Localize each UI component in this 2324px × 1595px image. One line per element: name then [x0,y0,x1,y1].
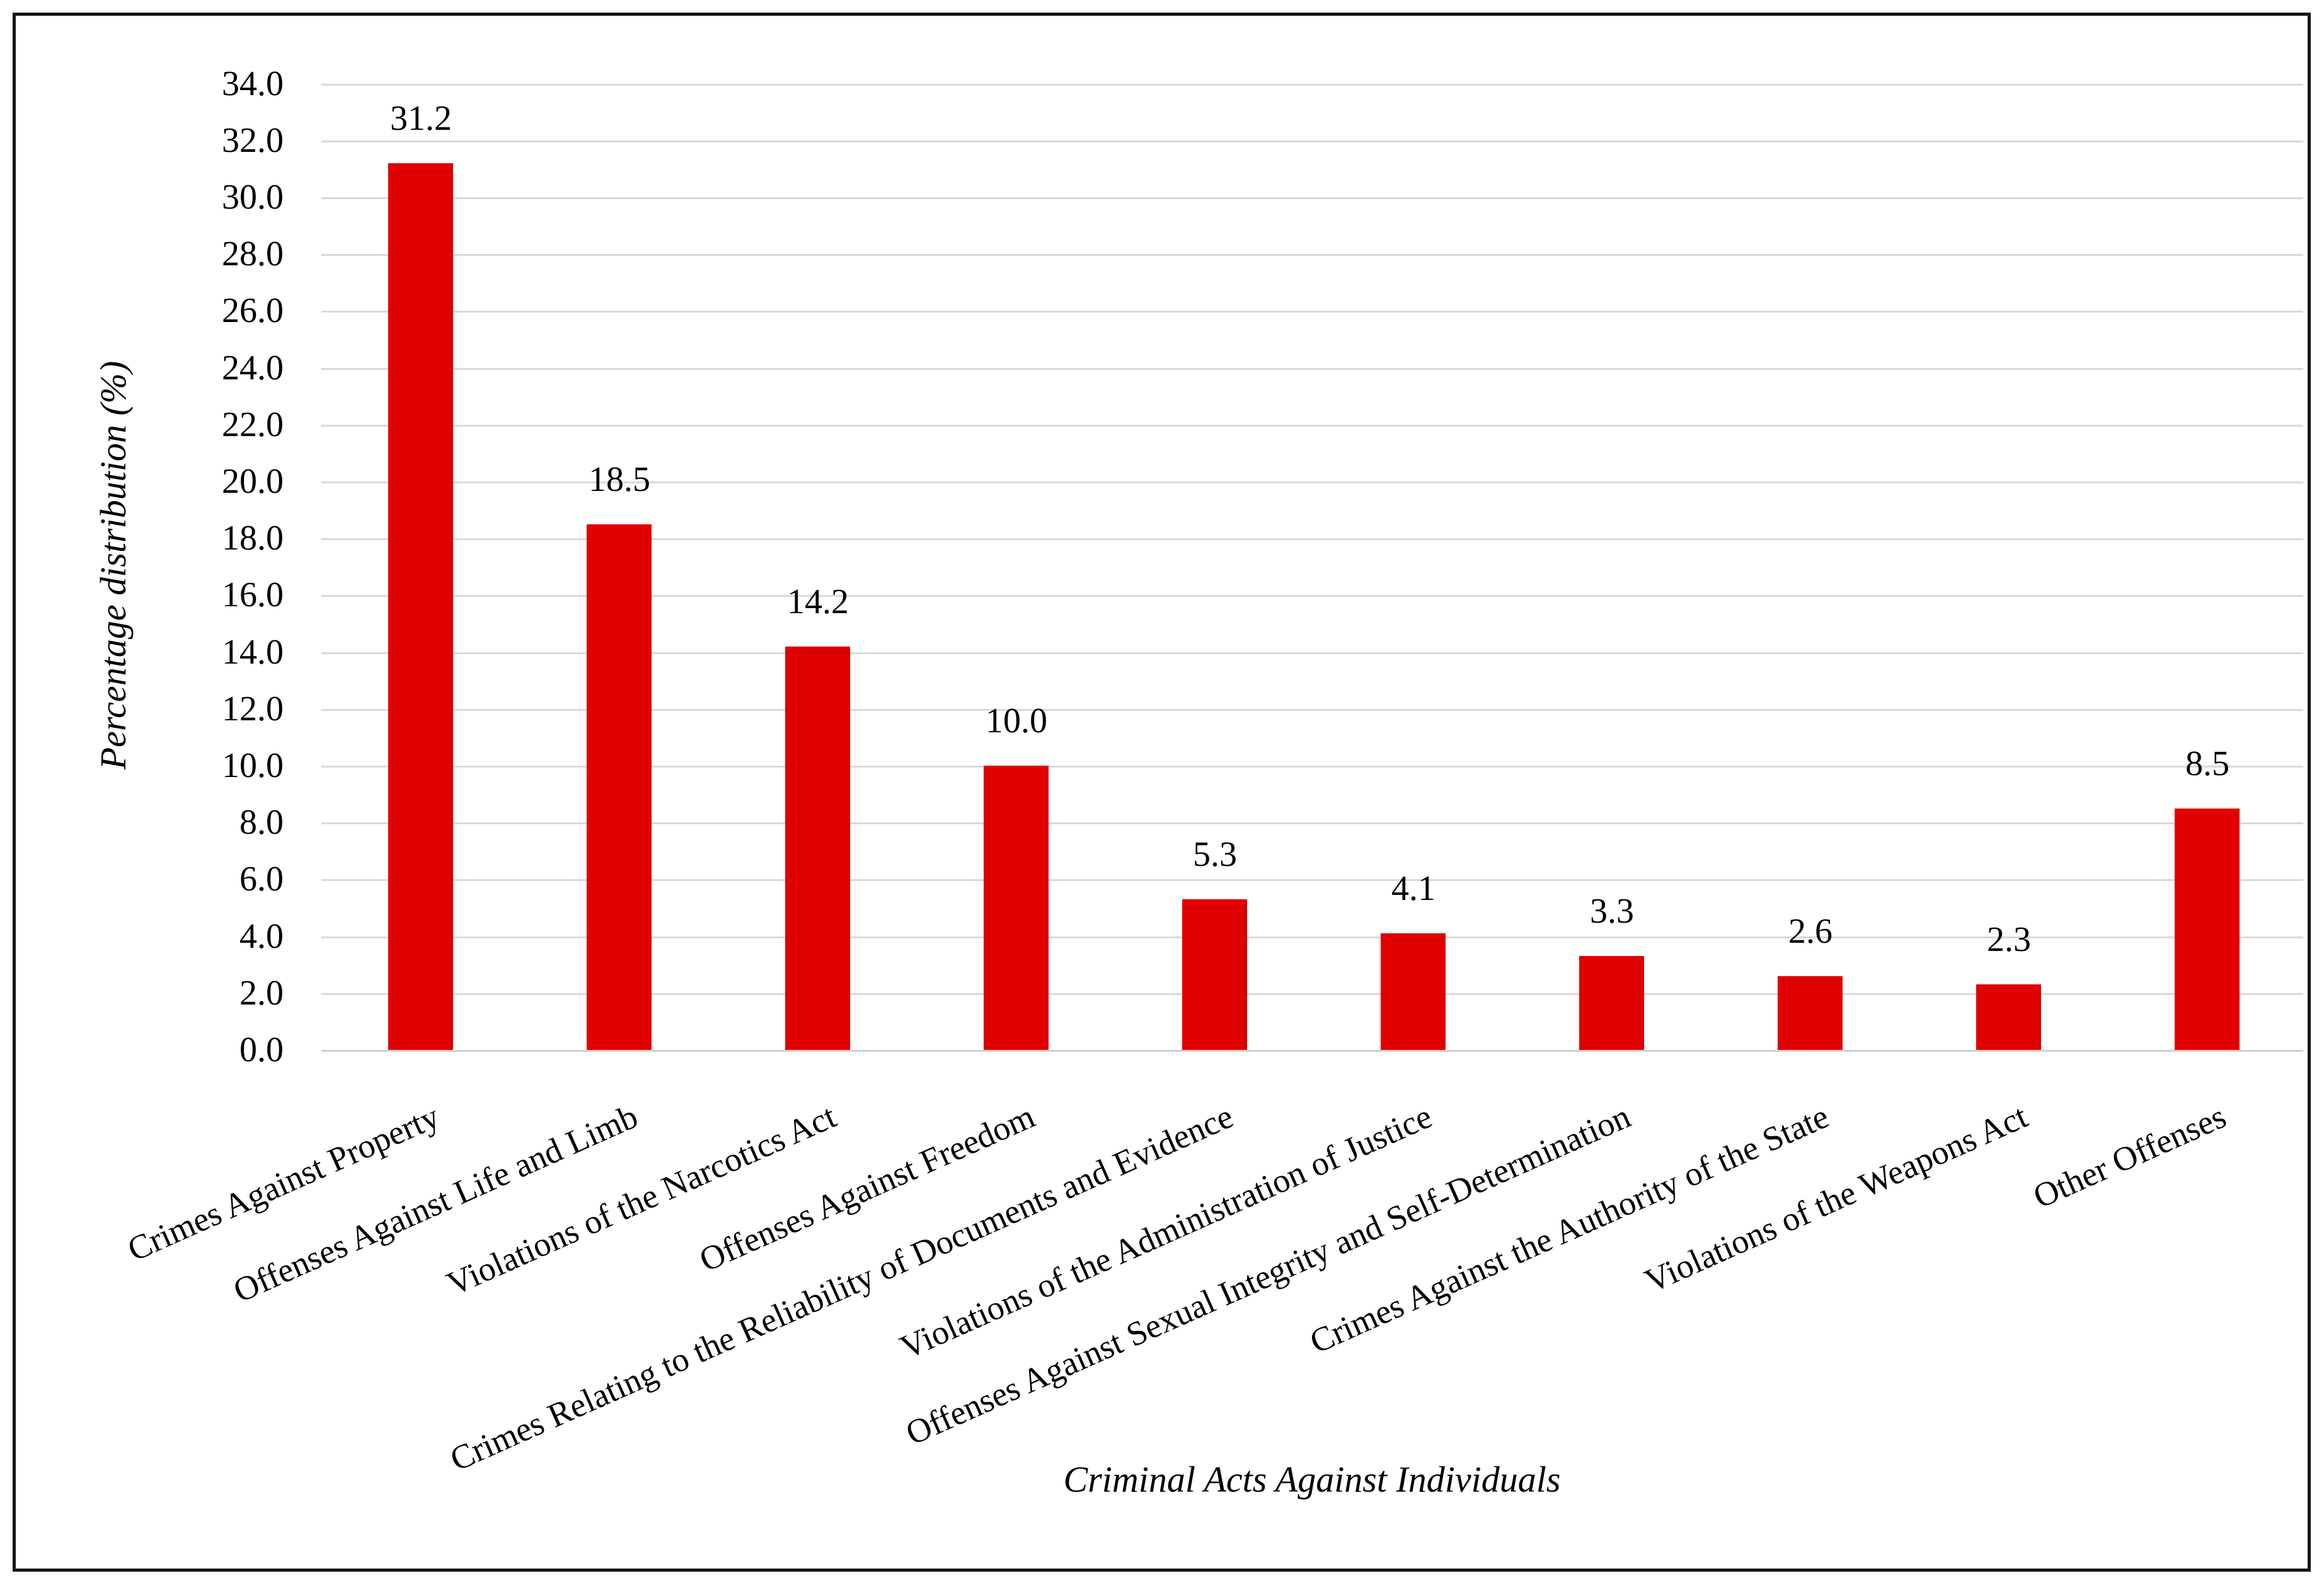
gridline [321,84,2303,86]
y-tick-label: 8.0 [239,803,284,842]
y-tick-label: 32.0 [222,121,284,160]
bar-value-label: 3.3 [1590,892,1634,931]
gridline [321,652,2303,654]
bar [984,766,1049,1050]
gridline [321,766,2303,768]
y-tick-label: 18.0 [222,519,284,558]
bar [1579,956,1644,1050]
gridline [321,254,2303,256]
x-axis-title: Criminal Acts Against Individuals [1063,1459,1561,1500]
gridline [321,368,2303,370]
gridline [321,709,2303,711]
gridline [321,425,2303,427]
bar [1778,976,1843,1050]
bar [1976,984,2041,1050]
bar-value-label: 5.3 [1193,835,1237,874]
bar-value-label: 2.6 [1788,912,1832,951]
chart-border [13,13,2311,1572]
bar-value-label: 31.2 [390,99,452,138]
bar-value-label: 4.1 [1391,869,1435,908]
y-tick-label: 4.0 [239,917,284,956]
gridline [321,822,2303,824]
bar [587,524,652,1050]
y-tick-label: 2.0 [239,974,284,1013]
bar-value-label: 2.3 [1987,920,2031,959]
y-tick-label: 0.0 [239,1030,284,1069]
gridline [321,993,2303,995]
bar-value-label: 18.5 [589,460,650,499]
y-tick-label: 16.0 [222,575,284,614]
bar-value-label: 14.2 [787,582,849,621]
gridline [321,197,2303,199]
y-tick-label: 10.0 [222,746,284,785]
gridline [321,538,2303,540]
y-tick-label: 22.0 [222,405,284,444]
y-tick-label: 12.0 [222,689,284,728]
gridline [321,141,2303,142]
bar [1381,933,1446,1050]
x-axis-line [321,1050,2303,1052]
y-tick-label: 30.0 [222,178,284,217]
bar-value-label: 10.0 [986,701,1047,740]
gridline [321,879,2303,881]
y-tick-label: 34.0 [222,64,284,103]
y-tick-label: 24.0 [222,348,284,388]
y-tick-label: 20.0 [222,462,284,501]
gridline [321,595,2303,597]
bar [388,163,453,1050]
y-axis-title: Percentage distribution (%) [93,360,134,770]
bar-value-label: 8.5 [2185,744,2229,783]
y-tick-label: 6.0 [239,860,284,899]
bar [1182,899,1247,1050]
y-tick-label: 14.0 [222,633,284,672]
y-tick-label: 26.0 [222,291,284,330]
y-tick-label: 28.0 [222,234,284,274]
gridline [321,936,2303,938]
bar [2175,809,2240,1050]
gridline [321,481,2303,483]
bar [785,647,850,1050]
gridline [321,311,2303,313]
